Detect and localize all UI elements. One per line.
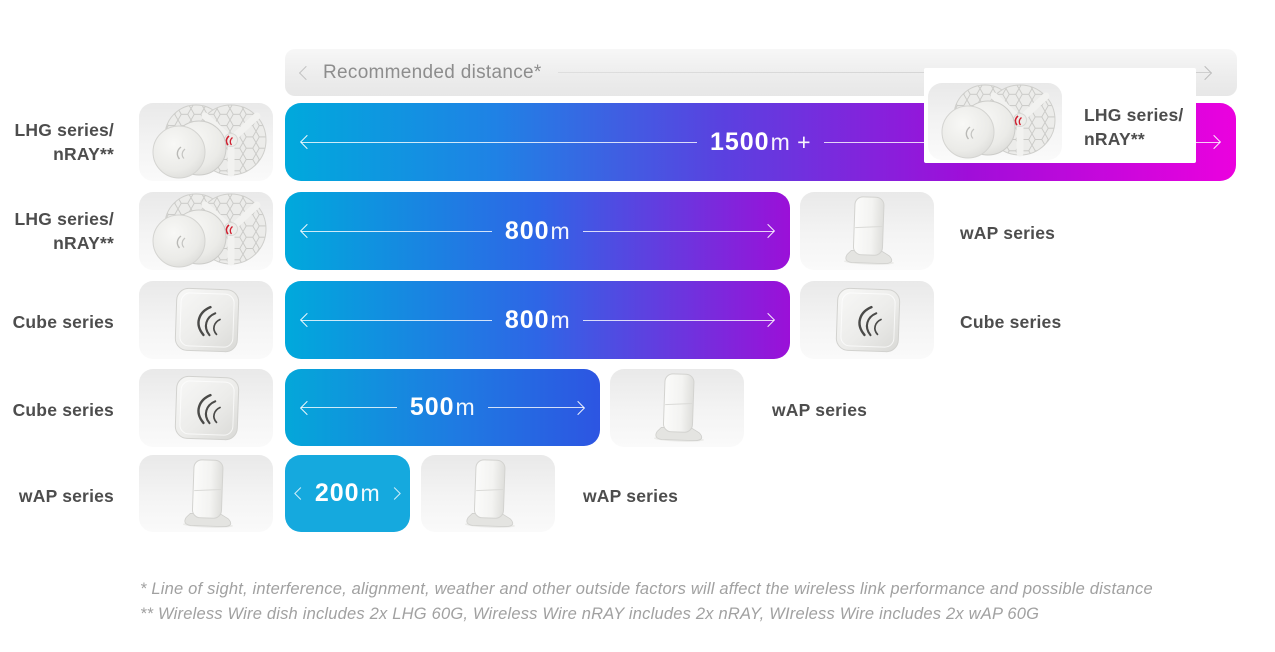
left-device-label: wAP series	[18, 486, 114, 506]
distance-unit: m	[360, 480, 381, 506]
distance-value: 800	[504, 305, 550, 334]
lhg-dish-icon	[139, 103, 273, 181]
footnote-line: * Line of sight, interference, alignment…	[140, 580, 1153, 598]
distance-unit: m	[550, 306, 571, 333]
wap-product-image	[800, 192, 934, 270]
right-arrow-icon	[557, 72, 1211, 73]
right-arrow-line-icon	[583, 319, 775, 321]
left-device-label: Cube series	[12, 400, 114, 420]
distance-bar-800m: 800 m	[285, 192, 790, 270]
label-line: LHG series/	[14, 209, 114, 229]
left-device-label: LHG series/ nRAY**	[0, 207, 114, 255]
right-arrow-line-icon	[488, 407, 585, 408]
right-device-label: wAP series	[772, 400, 868, 420]
header-title: Recommended distance*	[323, 61, 542, 83]
left-device-label: LHG series/ nRAY**	[0, 118, 114, 166]
distance-value: 800	[504, 216, 550, 245]
cube-product-image	[139, 281, 273, 359]
left-chevron-icon	[298, 65, 314, 80]
wap-device-icon	[421, 455, 555, 532]
distance-unit: m	[550, 217, 571, 244]
label-line: nRAY**	[1084, 129, 1145, 149]
lhg-nray-product-image	[139, 192, 273, 270]
wap-device-icon	[610, 369, 744, 447]
cube-product-image	[800, 281, 934, 359]
footnotes: * Line of sight, interference, alignment…	[140, 577, 1260, 626]
wap-device-icon	[139, 455, 273, 532]
left-arrow-line-icon	[301, 230, 492, 232]
label-line: LHG series/	[1084, 105, 1184, 125]
wap-device-icon	[800, 192, 934, 270]
label-line: nRAY**	[53, 233, 114, 253]
left-device-label: Cube series	[12, 312, 114, 332]
distance-value: 200	[314, 479, 360, 507]
distance-bar-800m: 800 m	[285, 281, 790, 359]
lhg-dish-icon	[139, 192, 273, 270]
lhg-nray-product-image	[139, 103, 273, 181]
distance-value: 500	[409, 393, 455, 421]
left-arrow-line-icon	[301, 407, 397, 408]
cube-device-icon	[139, 369, 273, 447]
left-chevron-icon	[293, 487, 307, 500]
wap-product-image	[139, 455, 273, 532]
distance-bar-500m: 500 m	[285, 369, 600, 446]
label-line: LHG series/	[14, 120, 114, 140]
cube-device-icon	[800, 281, 934, 359]
footnote-line: ** Wireless Wire dish includes 2x LHG 60…	[140, 604, 1040, 623]
label-line: nRAY**	[53, 144, 114, 164]
distance-bar-1500m: 1500 m +	[285, 103, 1236, 181]
wap-product-image	[610, 369, 744, 447]
right-device-label: LHG series/ nRAY**	[1084, 103, 1183, 151]
right-arrow-line-icon	[583, 230, 775, 232]
wap-product-image	[421, 455, 555, 532]
right-device-label: wAP series	[960, 223, 1056, 243]
distance-bar-200m: 200 m	[285, 455, 410, 532]
lhg-nray-product-image	[928, 83, 1062, 160]
right-device-label: Cube series	[960, 312, 1062, 332]
left-arrow-line-icon	[301, 319, 492, 321]
distance-unit: m	[455, 394, 476, 420]
right-chevron-icon	[388, 487, 402, 500]
lhg-callout-box: LHG series/ nRAY**	[924, 68, 1196, 163]
cube-product-image	[139, 369, 273, 447]
lhg-dish-icon	[928, 83, 1062, 160]
right-device-label: wAP series	[583, 486, 679, 506]
distance-unit: m +	[770, 128, 812, 155]
cube-device-icon	[139, 281, 273, 359]
left-arrow-line-icon	[301, 141, 697, 143]
distance-value: 1500	[709, 127, 770, 156]
